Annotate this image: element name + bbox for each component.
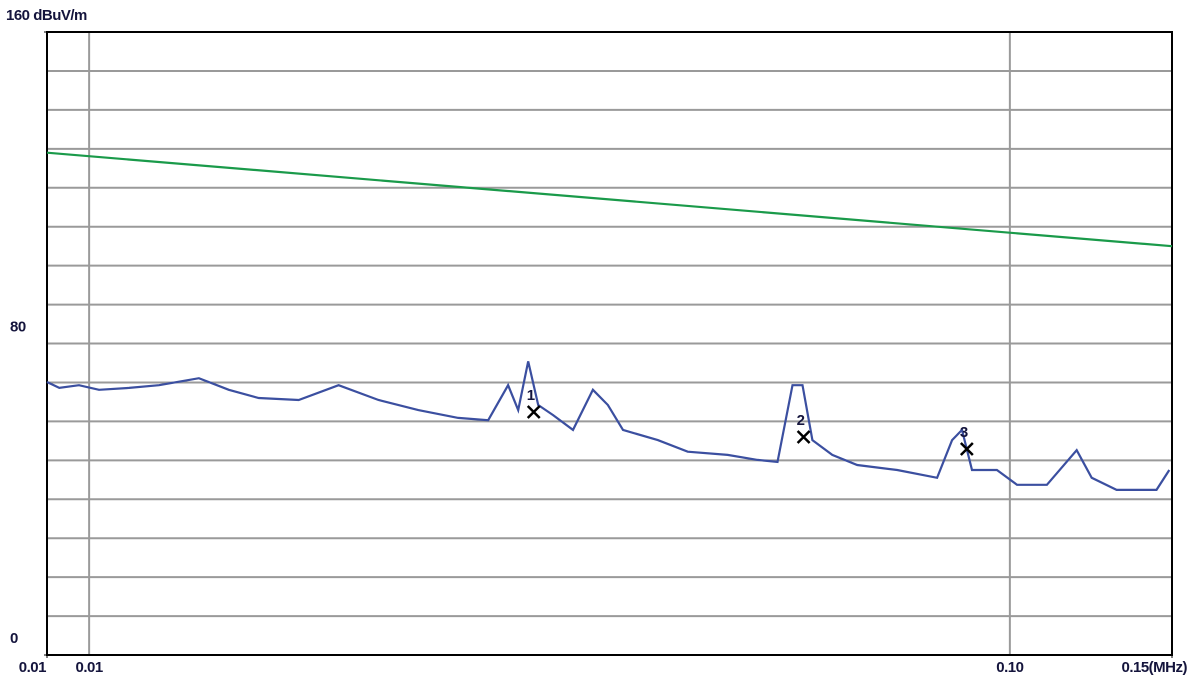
- y-tick-label: 0: [10, 630, 18, 647]
- peak-marker: [959, 442, 974, 456]
- peak-marker: [526, 405, 541, 419]
- plot-frame: [46, 31, 1173, 656]
- y-tick-label: 80: [10, 319, 26, 336]
- series-line: [46, 151, 1173, 248]
- x-tick-label: 0.01: [19, 659, 46, 676]
- marker-label: 2: [797, 412, 805, 429]
- peak-marker: [796, 430, 811, 444]
- y-tick-label: 160 dBuV/m: [6, 7, 87, 24]
- series-line: [46, 361, 1171, 491]
- marker-label: 1: [527, 387, 535, 404]
- x-tick-label: 0.10: [996, 659, 1023, 676]
- marker-label: 3: [960, 424, 968, 441]
- x-tick-label: 0.15(MHz): [1121, 659, 1187, 676]
- x-tick-label: 0.01: [76, 659, 103, 676]
